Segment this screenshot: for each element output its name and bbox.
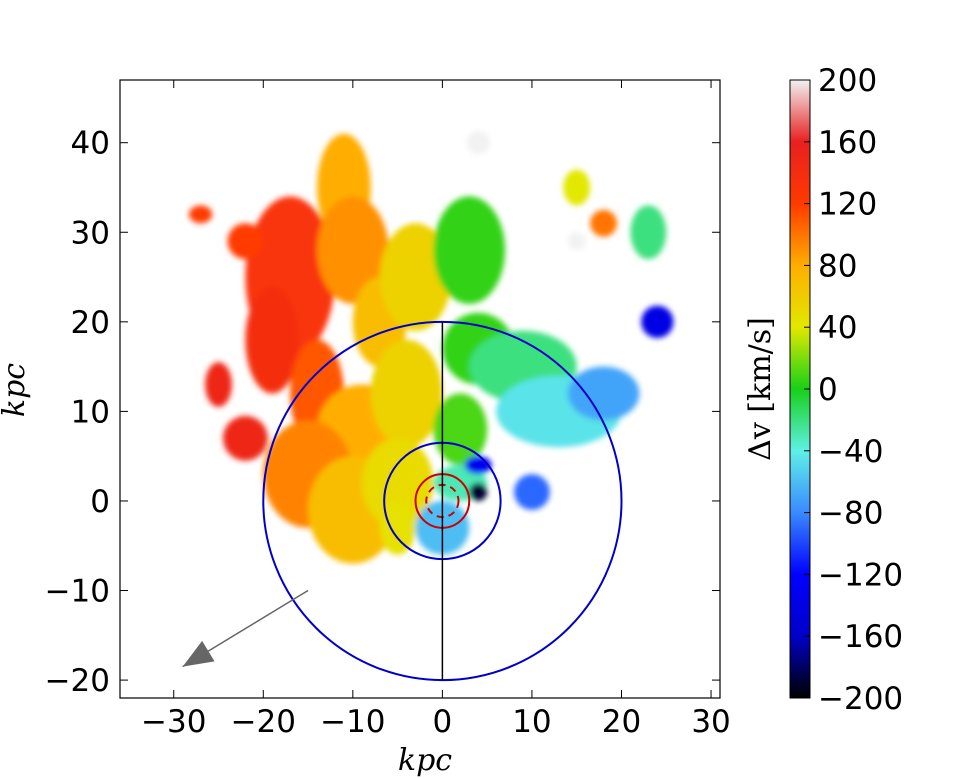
y-tick-label: −10	[45, 574, 110, 610]
velocity-patch	[590, 209, 618, 237]
y-tick-label: 30	[71, 215, 110, 251]
velocity-patch	[567, 232, 586, 251]
overlay-annotations	[182, 320, 623, 682]
x-tick-label: 0	[433, 704, 453, 740]
x-axis-title: kpc	[398, 743, 452, 778]
colorbar-tick-label: −120	[818, 557, 903, 593]
velocity-patch	[514, 474, 550, 510]
colorbar-tick-label: −40	[818, 434, 883, 470]
colorbar-tick-label: −160	[818, 619, 903, 655]
velocity-patch	[379, 500, 416, 555]
x-tick-label: 20	[602, 704, 641, 740]
velocity-patch	[563, 169, 591, 206]
colorbar-tick-label: 40	[818, 310, 857, 346]
y-axis-title: kpc	[0, 363, 32, 417]
velocity-patch	[188, 205, 213, 224]
x-tick-label: 10	[512, 704, 551, 740]
velocity-patch	[222, 415, 268, 461]
velocity-patch	[227, 223, 264, 260]
velocity-patch	[433, 393, 488, 466]
colorbar-tick-label: 200	[818, 63, 877, 99]
colorbar-tick-label: −80	[818, 496, 883, 532]
velocity-field	[188, 131, 674, 564]
velocity-patch	[245, 286, 300, 394]
colorbar-ticks: 200 160 120 80 40 0 −40 −80 −120 −160 −200	[804, 63, 903, 717]
colorbar-label: Δv [km/s]	[743, 317, 778, 461]
velocity-patch	[433, 196, 506, 304]
colorbar-tick-label: 80	[818, 248, 857, 284]
colorbar-tick-label: −200	[818, 681, 903, 717]
colorbar-tick-label: 160	[818, 125, 877, 161]
y-tick-label: −20	[45, 663, 110, 699]
velocity-patch	[630, 205, 667, 260]
y-tick-label: 10	[71, 394, 110, 430]
velocity-patch	[641, 305, 674, 338]
velocity-patch	[466, 131, 490, 155]
velocity-patch	[469, 483, 488, 501]
velocity-patch	[567, 366, 640, 421]
y-tick-label: 40	[71, 126, 110, 162]
y-tick-label: 20	[71, 305, 110, 341]
plot-frame	[119, 79, 721, 699]
x-tick-label: 30	[691, 704, 730, 740]
direction-arrowhead	[182, 640, 215, 667]
colorbar-tick-label: 0	[818, 372, 838, 408]
x-tick-label: −20	[231, 704, 296, 740]
x-tick-label: −30	[141, 704, 206, 740]
velocity-patch	[205, 362, 232, 407]
colorbar-tick-label: 120	[818, 187, 877, 223]
x-tick-label: −10	[320, 704, 385, 740]
velocity-patch	[317, 196, 389, 304]
y-axis-ticks: −20 −10 0 10 20 30 40	[45, 126, 720, 699]
x-axis-ticks: −30 −20 −10 0 10 20 30	[141, 80, 731, 740]
velocity-patch	[370, 339, 443, 448]
y-tick-label: 0	[90, 484, 110, 520]
